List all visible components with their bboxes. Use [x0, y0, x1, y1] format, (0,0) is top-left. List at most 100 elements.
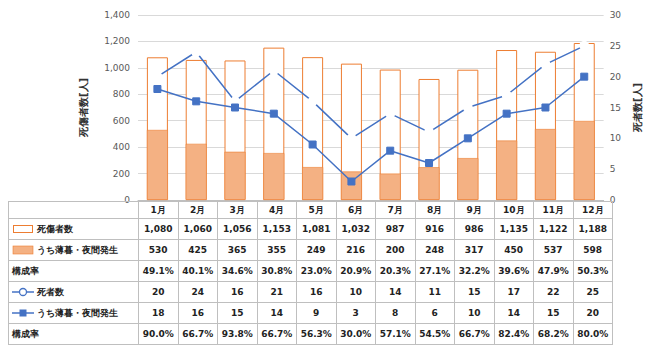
- html-text:916: 916: [425, 224, 445, 234]
- html-text:54.5%: 54.5%: [419, 329, 451, 339]
- html-text:5月: 5月: [308, 204, 324, 215]
- svg-text:10: 10: [610, 133, 622, 143]
- html-text:16: 16: [310, 287, 323, 297]
- html-text:7月: 7月: [387, 204, 403, 215]
- html-text:66.7%: 66.7%: [261, 329, 293, 339]
- svg-text:800: 800: [113, 89, 130, 99]
- html-text:22: 22: [547, 287, 560, 297]
- html-text:構成率: 構成率: [12, 265, 39, 276]
- svg-text:1,200: 1,200: [104, 36, 130, 46]
- html-text:1,188: 1,188: [578, 224, 607, 234]
- html-text:216: 216: [346, 245, 366, 255]
- html-text:17: 17: [507, 287, 520, 297]
- html-text:49.1%: 49.1%: [142, 266, 174, 276]
- html-text:20.9%: 20.9%: [340, 266, 372, 276]
- html-text:14: 14: [389, 287, 402, 297]
- html-text:90.0%: 90.0%: [142, 329, 174, 339]
- html-text:365: 365: [227, 245, 247, 255]
- html-text:317: 317: [464, 245, 484, 255]
- svg-text:25: 25: [610, 41, 621, 51]
- html-text:1,122: 1,122: [539, 224, 568, 234]
- html-text:11: 11: [428, 287, 441, 297]
- html-text:21: 21: [270, 287, 283, 297]
- html-text:14: 14: [507, 308, 520, 318]
- html-text:20.3%: 20.3%: [379, 266, 411, 276]
- html-text:537: 537: [543, 245, 563, 255]
- html-text:987: 987: [385, 224, 405, 234]
- html-text:1,081: 1,081: [302, 224, 331, 234]
- html-text:死者数: 死者数: [37, 286, 64, 297]
- html-text:450: 450: [504, 245, 524, 255]
- html-text:249: 249: [306, 245, 326, 255]
- html-text:598: 598: [583, 245, 603, 255]
- svg-text:死傷者数[人]: 死傷者数[人]: [78, 78, 89, 138]
- svg-text:600: 600: [113, 116, 130, 126]
- html-text:1,080: 1,080: [144, 224, 173, 234]
- html-text:うち薄暮・夜間発生: うち薄暮・夜間発生: [37, 307, 118, 318]
- html-text:1月: 1月: [150, 204, 166, 215]
- html-text:40.1%: 40.1%: [182, 266, 214, 276]
- html-text:34.6%: 34.6%: [221, 266, 253, 276]
- html-text:15: 15: [547, 308, 560, 318]
- svg-text:死者数[人]: 死者数[人]: [632, 83, 643, 133]
- html-text:56.3%: 56.3%: [300, 329, 332, 339]
- html-text:50.3%: 50.3%: [577, 266, 609, 276]
- svg-text:400: 400: [113, 142, 130, 152]
- html-text:うち薄暮・夜間発生: うち薄暮・夜間発生: [37, 244, 118, 255]
- html-text:355: 355: [267, 245, 287, 255]
- html-text:10: 10: [468, 308, 481, 318]
- html-text:11月: 11月: [542, 204, 564, 215]
- html-text:16: 16: [231, 287, 244, 297]
- html-text:425: 425: [188, 245, 208, 255]
- svg-text:0: 0: [610, 195, 616, 205]
- html-text:1,135: 1,135: [499, 224, 528, 234]
- svg-text:15: 15: [610, 103, 621, 113]
- html-text:3月: 3月: [229, 204, 245, 215]
- html-text:30.8%: 30.8%: [261, 266, 293, 276]
- html-text:1,056: 1,056: [223, 224, 252, 234]
- html-text:93.8%: 93.8%: [221, 329, 253, 339]
- html-text:20: 20: [586, 308, 599, 318]
- html-text:14: 14: [270, 308, 283, 318]
- html-text:20: 20: [152, 287, 165, 297]
- svg-text:5: 5: [610, 164, 616, 174]
- html-text:23.0%: 23.0%: [300, 266, 332, 276]
- html-text:1,032: 1,032: [341, 224, 370, 234]
- svg-text:0: 0: [124, 195, 130, 205]
- html-text:16: 16: [191, 308, 204, 318]
- html-text:66.7%: 66.7%: [182, 329, 214, 339]
- html-text:66.7%: 66.7%: [458, 329, 490, 339]
- html-text:8月: 8月: [427, 204, 443, 215]
- html-text:15: 15: [231, 308, 244, 318]
- html-text:10月: 10月: [503, 204, 525, 215]
- html-text:18: 18: [152, 308, 165, 318]
- html-text:12月: 12月: [582, 204, 604, 215]
- html-text:248: 248: [425, 245, 445, 255]
- svg-text:30: 30: [610, 10, 622, 20]
- html-text:57.1%: 57.1%: [379, 329, 411, 339]
- html-text:530: 530: [148, 245, 168, 255]
- html-text:6月: 6月: [348, 204, 364, 215]
- html-text:死傷者数: 死傷者数: [37, 223, 73, 234]
- svg-text:1,000: 1,000: [104, 63, 130, 73]
- html-text:25: 25: [586, 287, 599, 297]
- html-text:4月: 4月: [269, 204, 285, 215]
- svg-text:20: 20: [610, 72, 622, 82]
- html-text:構成率: 構成率: [12, 328, 39, 339]
- html-text:32.2%: 32.2%: [458, 266, 490, 276]
- html-text:30.0%: 30.0%: [340, 329, 372, 339]
- html-text:24: 24: [191, 287, 204, 297]
- html-text:15: 15: [468, 287, 481, 297]
- html-text:1,060: 1,060: [183, 224, 212, 234]
- html-text:27.1%: 27.1%: [419, 266, 451, 276]
- html-text:9月: 9月: [466, 204, 482, 215]
- html-text:10: 10: [349, 287, 362, 297]
- html-text:2月: 2月: [190, 204, 206, 215]
- html-text:986: 986: [464, 224, 484, 234]
- html-text:39.6%: 39.6%: [498, 266, 530, 276]
- html-text:47.9%: 47.9%: [537, 266, 569, 276]
- svg-text:1,400: 1,400: [104, 10, 130, 20]
- html-text:200: 200: [385, 245, 405, 255]
- html-text:1,153: 1,153: [262, 224, 291, 234]
- svg-text:200: 200: [113, 169, 130, 179]
